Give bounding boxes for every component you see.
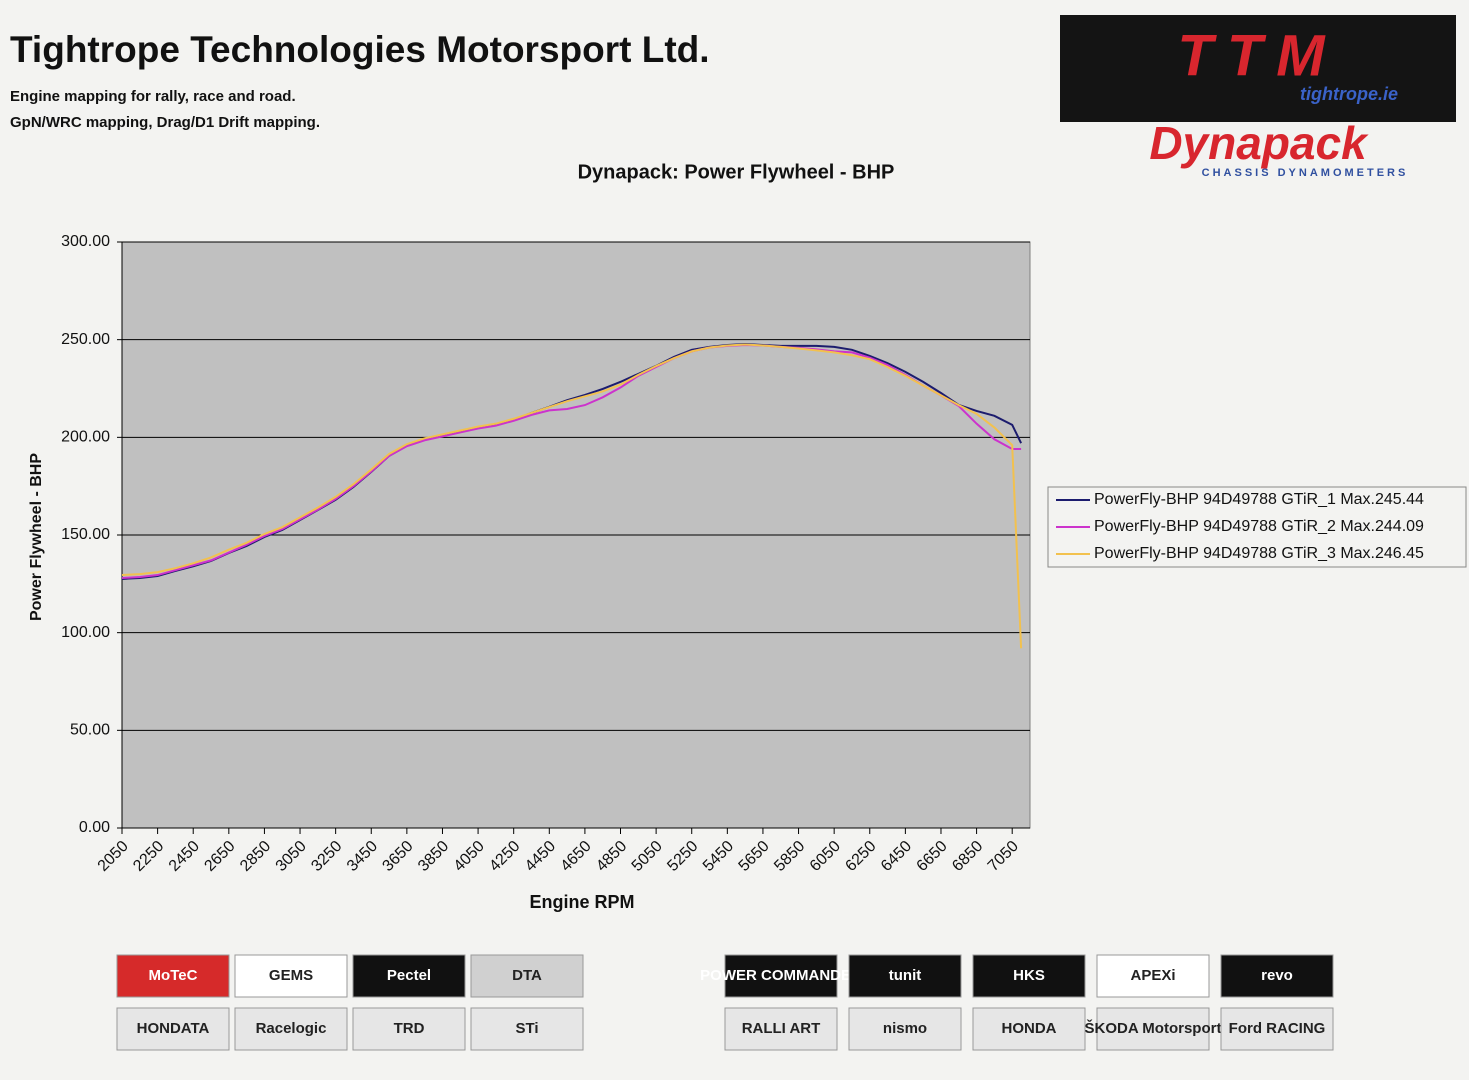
sponsor-name: ŠKODA Motorsport [1085,1019,1222,1037]
sponsor-logo [116,954,230,998]
sponsor-name: RALLI ART [742,1020,821,1037]
sponsor-logo [470,954,584,998]
sponsor-name: Pectel [387,967,431,984]
sponsor-logo [848,1007,962,1051]
sponsor-logo [1220,954,1334,998]
y-tick-label: 300.00 [61,233,110,250]
sponsor-name: tunit [889,967,921,984]
sponsor-name: revo [1261,967,1293,984]
tagline: GpN/WRC mapping, Drag/D1 Drift mapping. [10,114,320,131]
y-tick-label: 200.00 [61,429,110,446]
sponsor-name: DTA [512,967,542,984]
legend-label: PowerFly-BHP 94D49788 GTiR_2 Max.244.09 [1094,518,1424,535]
x-axis-label: Engine RPM [529,892,634,912]
sponsor-logo [1096,1007,1210,1051]
sponsor-name: nismo [883,1020,927,1037]
logo-brand: TTM [1177,23,1338,88]
sponsor-name: HONDATA [137,1020,210,1037]
legend-box [1047,486,1467,568]
sponsor-name: POWER COMMANDER [700,967,862,984]
y-axis-label: Power Flywheel - BHP [28,453,45,621]
chart-title: Dynapack: Power Flywheel - BHP [578,161,895,183]
sponsor-logo [234,1007,348,1051]
sponsor-name: APEXi [1130,967,1175,984]
sponsor-name: GEMS [269,967,313,984]
sponsor-logo [972,1007,1086,1051]
sponsor-logo [352,954,466,998]
sponsor-name: MoTeC [149,967,198,984]
sponsor-name: STi [515,1020,538,1037]
y-tick-label: 250.00 [61,331,110,348]
legend-label: PowerFly-BHP 94D49788 GTiR_1 Max.245.44 [1094,491,1424,508]
sponsor-name: HONDA [1002,1020,1057,1037]
sponsor-logo [848,954,962,998]
logo-box [1060,15,1456,122]
legend-label: PowerFly-BHP 94D49788 GTiR_3 Max.246.45 [1094,545,1424,562]
sponsor-logo [972,954,1086,998]
sponsor-logo [470,1007,584,1051]
sponsor-logo [1096,954,1210,998]
y-tick-label: 100.00 [61,624,110,641]
sponsor-name: HKS [1013,967,1045,984]
data-line [121,343,1023,649]
sponsor-logo [352,1007,466,1051]
y-tick-label: 50.00 [70,722,110,739]
sponsor-logo [724,1007,838,1051]
tagline: Engine mapping for rally, race and road. [10,88,296,105]
sponsor-logo [234,954,348,998]
sponsor-logo [1220,1007,1334,1051]
sponsor-name: Ford RACING [1229,1020,1326,1037]
sponsor-name: Racelogic [256,1020,327,1037]
company-title: Tightrope Technologies Motorsport Ltd. [10,29,710,70]
y-tick-label: 0.00 [79,819,110,836]
y-tick-label: 150.00 [61,526,110,543]
logo-tagline: CHASSIS DYNAMOMETERS [1202,167,1409,179]
sponsor-logo [116,1007,230,1051]
data-line [121,343,1022,579]
sponsor-logo [724,954,838,998]
sponsor-name: TRD [394,1020,425,1037]
logo-site: tightrope.ie [1300,84,1398,104]
logo-maker: Dynapack [1149,117,1369,169]
